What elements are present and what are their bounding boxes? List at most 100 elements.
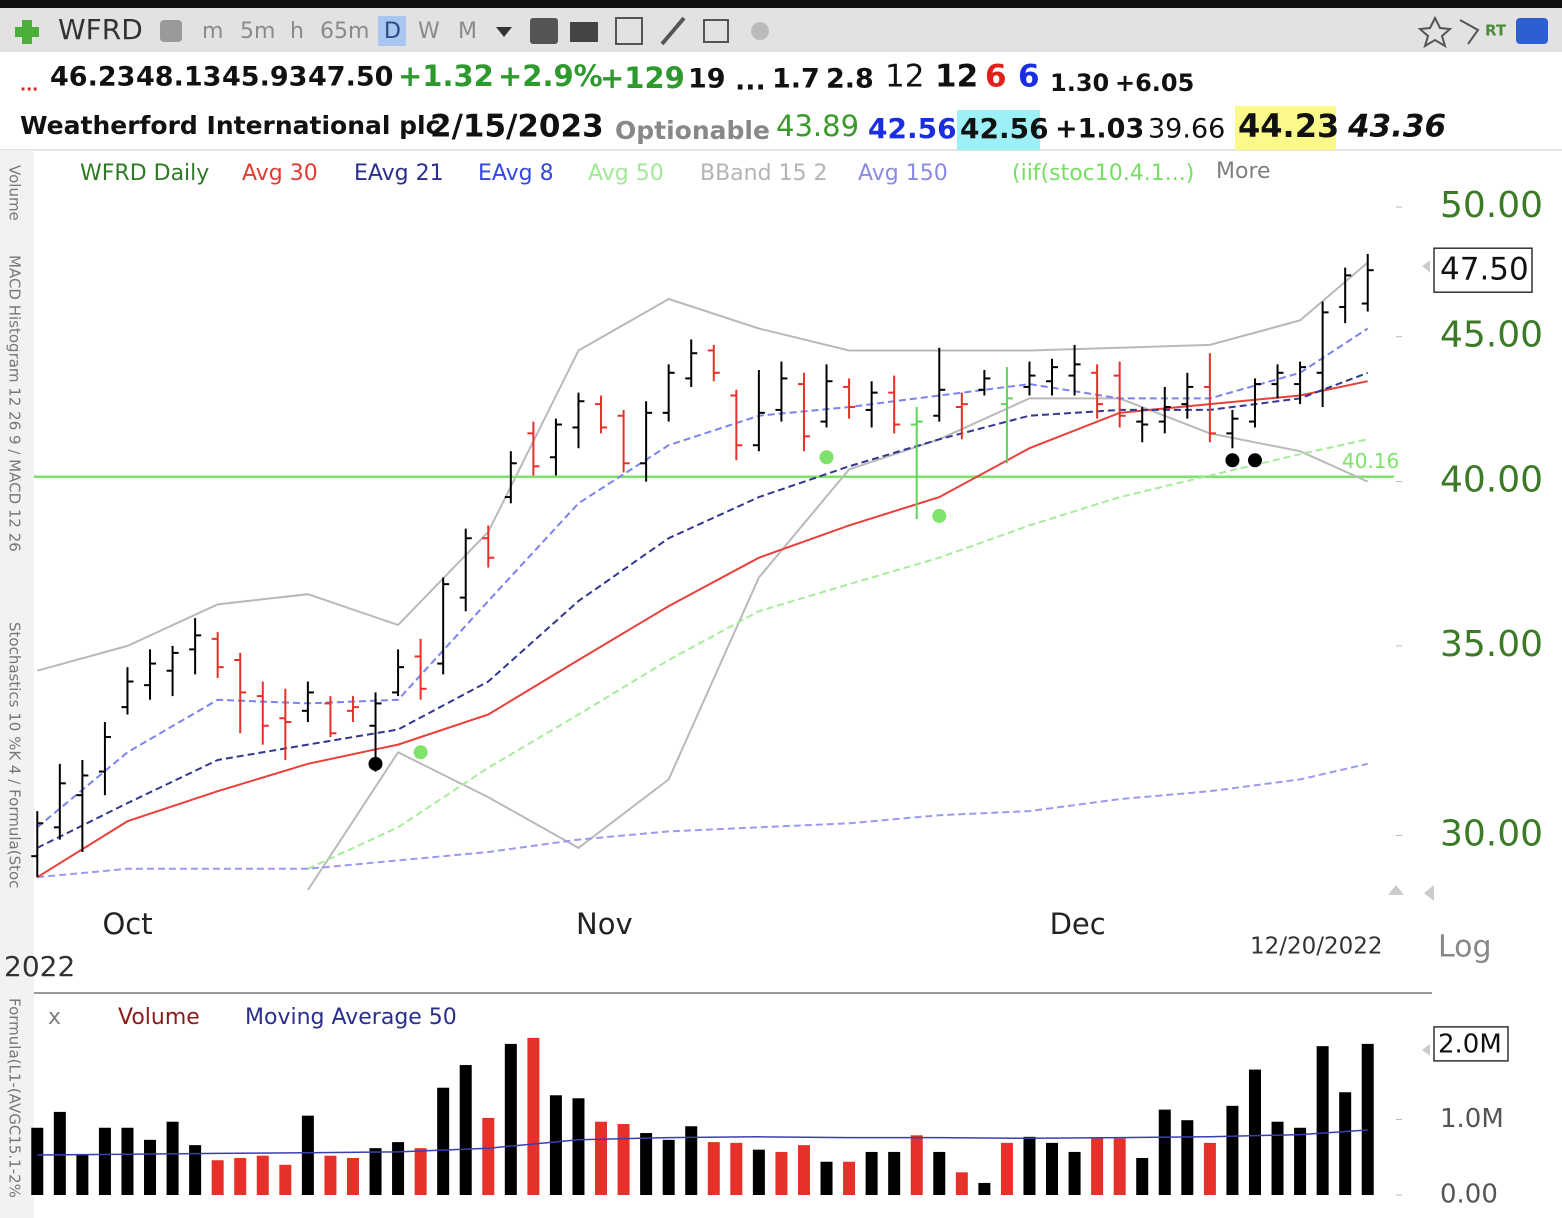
volume-bar	[843, 1161, 856, 1195]
volume-bar	[1271, 1121, 1284, 1195]
indicator-line	[307, 397, 1369, 891]
volume-bar	[234, 1157, 247, 1195]
quote: 42.56	[868, 112, 957, 145]
volume-bar	[662, 1139, 675, 1195]
dropdown[interactable]	[496, 27, 512, 37]
volume-bar	[685, 1126, 698, 1195]
icon[interactable]	[703, 19, 729, 43]
volume-bar	[730, 1142, 743, 1195]
volume-bar	[1000, 1142, 1013, 1195]
volume-bar	[166, 1121, 179, 1195]
indicator-line	[36, 380, 1368, 879]
volume-bar	[144, 1139, 157, 1195]
legend-item[interactable]: More	[1216, 159, 1271, 184]
legend-item[interactable]: WFRD Daily	[80, 161, 209, 186]
volume-bar	[1158, 1109, 1171, 1195]
scroll-icon[interactable]	[1424, 885, 1434, 901]
panel-tab[interactable]: Formula(L1-(AVGC15.1-2%	[6, 998, 24, 1198]
legend-item[interactable]: x	[48, 1005, 61, 1030]
interval[interactable]: 5m	[240, 19, 275, 44]
legend-item[interactable]: EAvg 8	[478, 161, 554, 186]
indicator-line	[37, 261, 1369, 672]
legend-item[interactable]: Avg 50	[588, 161, 664, 186]
legend-item[interactable]: Avg 30	[242, 161, 318, 186]
volume-bar	[392, 1142, 405, 1195]
volume-bar	[910, 1135, 923, 1195]
interval[interactable]: W	[418, 19, 440, 44]
quote: ...	[20, 76, 38, 95]
interval[interactable]: m	[202, 19, 223, 44]
panel-tab[interactable]: Stochastics 10 %K 4 / Formula(Stoc	[6, 622, 24, 888]
quote: 1.30	[1050, 69, 1109, 97]
volume-bar	[1113, 1138, 1126, 1195]
quote: 6	[985, 59, 1007, 95]
indicator-line	[37, 762, 1368, 879]
indicator-line	[36, 327, 1369, 829]
panel-tab[interactable]: MACD Histogram 12 26 9 / MACD 12 26	[6, 255, 24, 552]
icon[interactable]	[570, 22, 598, 42]
icon[interactable]	[1459, 19, 1480, 45]
icon[interactable]	[1516, 18, 1548, 44]
volume-bar	[189, 1145, 202, 1195]
legend-item[interactable]: BBand 15 2	[700, 161, 828, 186]
legend-item[interactable]: EAvg 21	[354, 161, 444, 186]
volume-bar	[1248, 1069, 1261, 1195]
interval[interactable]: 65m	[320, 19, 369, 44]
x-tick-label: Nov	[576, 907, 633, 941]
quote: ...	[735, 66, 766, 97]
highlight	[957, 110, 1040, 150]
interval-selected	[378, 16, 406, 46]
volume-bar	[933, 1151, 946, 1195]
signal-dot	[368, 756, 383, 771]
icon[interactable]	[660, 16, 686, 46]
legend-item[interactable]: Volume	[118, 1005, 200, 1030]
symbol[interactable]: WFRD	[58, 13, 143, 46]
interval[interactable]: D	[384, 19, 401, 44]
interval[interactable]: h	[290, 19, 304, 44]
sidebar	[0, 150, 34, 1218]
indicator-line	[307, 438, 1368, 870]
icon[interactable]	[615, 17, 643, 45]
icon[interactable]	[160, 20, 182, 42]
icon[interactable]	[530, 18, 558, 44]
quote: 39.66	[1148, 114, 1225, 145]
volume-bar	[76, 1154, 89, 1195]
quote: 1.7	[772, 64, 820, 95]
legend-item[interactable]: Avg 150	[858, 161, 948, 186]
legend-item[interactable]: Moving Average 50	[245, 1005, 457, 1030]
volume-bar	[437, 1087, 450, 1195]
volume-bar	[752, 1149, 765, 1195]
volume-bar	[459, 1065, 472, 1195]
scroll-icon[interactable]	[1388, 885, 1404, 895]
panel-tab[interactable]: Volume	[6, 165, 24, 221]
scale-label[interactable]: Log	[1438, 930, 1492, 965]
volume-bar	[1294, 1127, 1307, 1195]
horizontal-line-label: 40.16	[1342, 449, 1399, 473]
quote: 45.93	[222, 62, 307, 93]
volume-bar	[324, 1155, 337, 1195]
date-label: 12/20/2022	[1250, 934, 1383, 960]
volume-bar	[1068, 1151, 1081, 1195]
volume-bar	[504, 1043, 517, 1195]
last-volume-pointer	[1422, 1043, 1430, 1056]
top-border	[0, 0, 1562, 8]
rt[interactable]: RT	[1485, 22, 1507, 40]
quote: 44.23	[1238, 107, 1339, 145]
quote: 43.36	[1347, 109, 1446, 145]
last-price-box	[1433, 247, 1533, 293]
company-name: Weatherford International plc	[20, 111, 440, 140]
volume-bar	[595, 1121, 608, 1195]
volume-bar	[955, 1172, 968, 1195]
interval[interactable]: M	[458, 19, 477, 44]
quote: +6.05	[1115, 69, 1194, 97]
add-icon[interactable]	[15, 20, 39, 44]
legend-item[interactable]: (iif(stoc10.4.1...)	[1012, 161, 1194, 186]
icon[interactable]	[751, 22, 769, 40]
star-icon[interactable]	[1417, 15, 1453, 49]
volume-bar	[865, 1151, 878, 1195]
signal-dot	[1247, 453, 1262, 468]
toolbar	[0, 8, 1562, 52]
quote: +1.03	[1055, 114, 1144, 145]
volume-bar	[640, 1133, 653, 1195]
volume-bar	[1046, 1142, 1059, 1195]
